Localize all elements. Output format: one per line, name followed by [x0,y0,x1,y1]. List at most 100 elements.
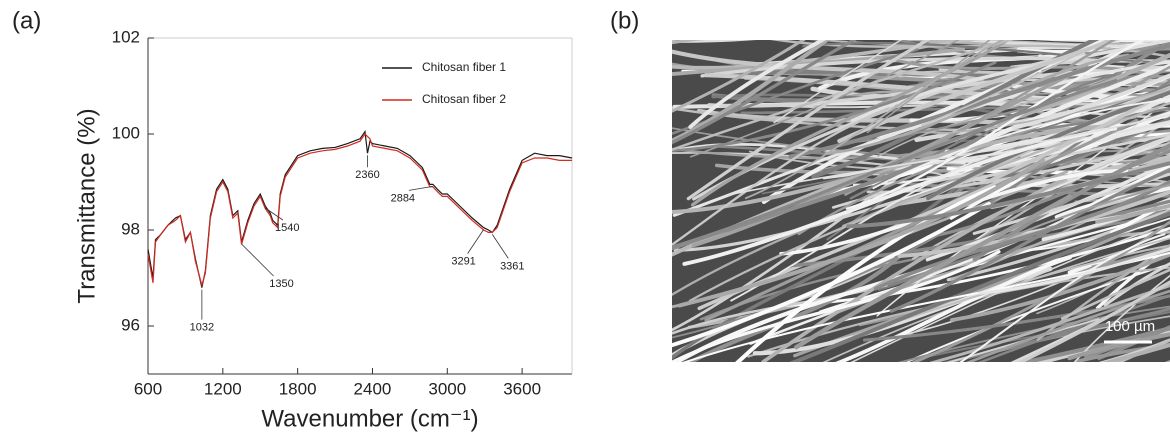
fiber [966,117,1170,246]
fiber [1011,73,1170,130]
fiber [789,211,1170,362]
annotation-label: 3361 [500,260,524,272]
fiber [1103,261,1170,307]
fiber [672,201,991,348]
x-axis-label: Wavenumber (cm⁻¹) [261,405,478,432]
x-tick-label: 3000 [428,379,466,398]
fiber [686,40,931,201]
fiber [794,194,1073,350]
fiber [672,79,1118,249]
fiber [972,143,1170,262]
fiber [788,43,1170,159]
fiber [811,40,1100,179]
panel-label: (a) [12,7,41,34]
x-tick-label: 1200 [204,379,242,398]
fiber [972,172,1170,235]
x-tick-label: 3600 [503,379,541,398]
fiber [1095,245,1170,310]
annotation-label: 3291 [451,256,475,268]
fiber [1060,268,1170,320]
fiber [1009,59,1170,69]
fiber [1095,203,1170,224]
fiber [988,119,1170,206]
fiber [1035,40,1170,43]
fiber [819,210,1170,313]
fiber [1066,135,1170,181]
legend-label: Chitosan fiber 1 [422,60,506,74]
fiber [897,189,1170,259]
fiber [966,289,1170,362]
annotation-label: 2884 [391,192,415,204]
fiber [1067,332,1170,361]
legend-label: Chitosan fiber 2 [422,92,506,106]
fiber [925,160,1170,262]
fiber [688,40,827,129]
fiber [894,154,1170,207]
fiber [1016,326,1170,362]
fiber [672,61,997,153]
fiber [846,161,1170,229]
fiber [889,168,1170,313]
annotation-leader [491,234,509,259]
series-line [147,133,572,288]
fiber [844,40,1116,196]
fiber [1106,203,1170,240]
fiber [672,48,919,136]
fiber [985,17,1170,36]
x-tick-label: 2400 [354,379,392,398]
fiber [672,40,831,144]
fiber [921,40,1110,127]
fiber [946,208,1170,282]
fiber [1102,342,1170,362]
fiber [773,40,903,124]
annotation-label: 1350 [269,278,293,290]
fiber [672,40,756,43]
fiber [672,40,975,70]
fiber [929,283,1170,362]
fiber [1075,342,1170,362]
y-tick-label: 100 [112,123,140,142]
fiber [1107,14,1170,31]
fiber [672,250,1001,362]
fiber [672,40,806,113]
fiber [1017,280,1170,362]
fiber [726,113,1170,196]
fiber [1083,164,1170,210]
fiber [850,222,1170,362]
fiber [949,252,1170,322]
fiber [996,52,1170,126]
fiber [959,233,1166,362]
x-tick-label: 600 [134,379,162,398]
fiber [1032,217,1170,251]
fiber [672,104,904,247]
fiber [744,40,1005,200]
annotation-leader [241,243,274,277]
fiber [1073,274,1170,362]
fiber [872,98,1170,190]
fiber [906,22,1170,34]
fiber [940,63,1170,160]
fiber [1062,184,1170,219]
fiber [1036,250,1170,315]
fiber [977,247,1170,295]
fiber [677,157,1046,308]
fiber [946,318,1100,362]
fiber [898,305,1170,362]
annotation-leader [467,229,484,254]
fiber [866,40,991,134]
fiber [682,126,1118,266]
fiber [1041,197,1170,242]
fiber [672,40,1014,152]
fiber [944,95,1170,154]
fiber [690,40,1011,207]
y-tick-label: 102 [112,27,140,46]
fiber [845,40,1146,210]
fiber [735,185,997,362]
fiber [672,40,857,145]
fiber [672,124,1110,214]
x-tick-label: 1800 [279,379,317,398]
fiber [849,73,1117,200]
y-axis-label: Transmittance (%) [73,108,100,303]
fiber [926,90,1170,201]
fiber [822,237,1170,362]
